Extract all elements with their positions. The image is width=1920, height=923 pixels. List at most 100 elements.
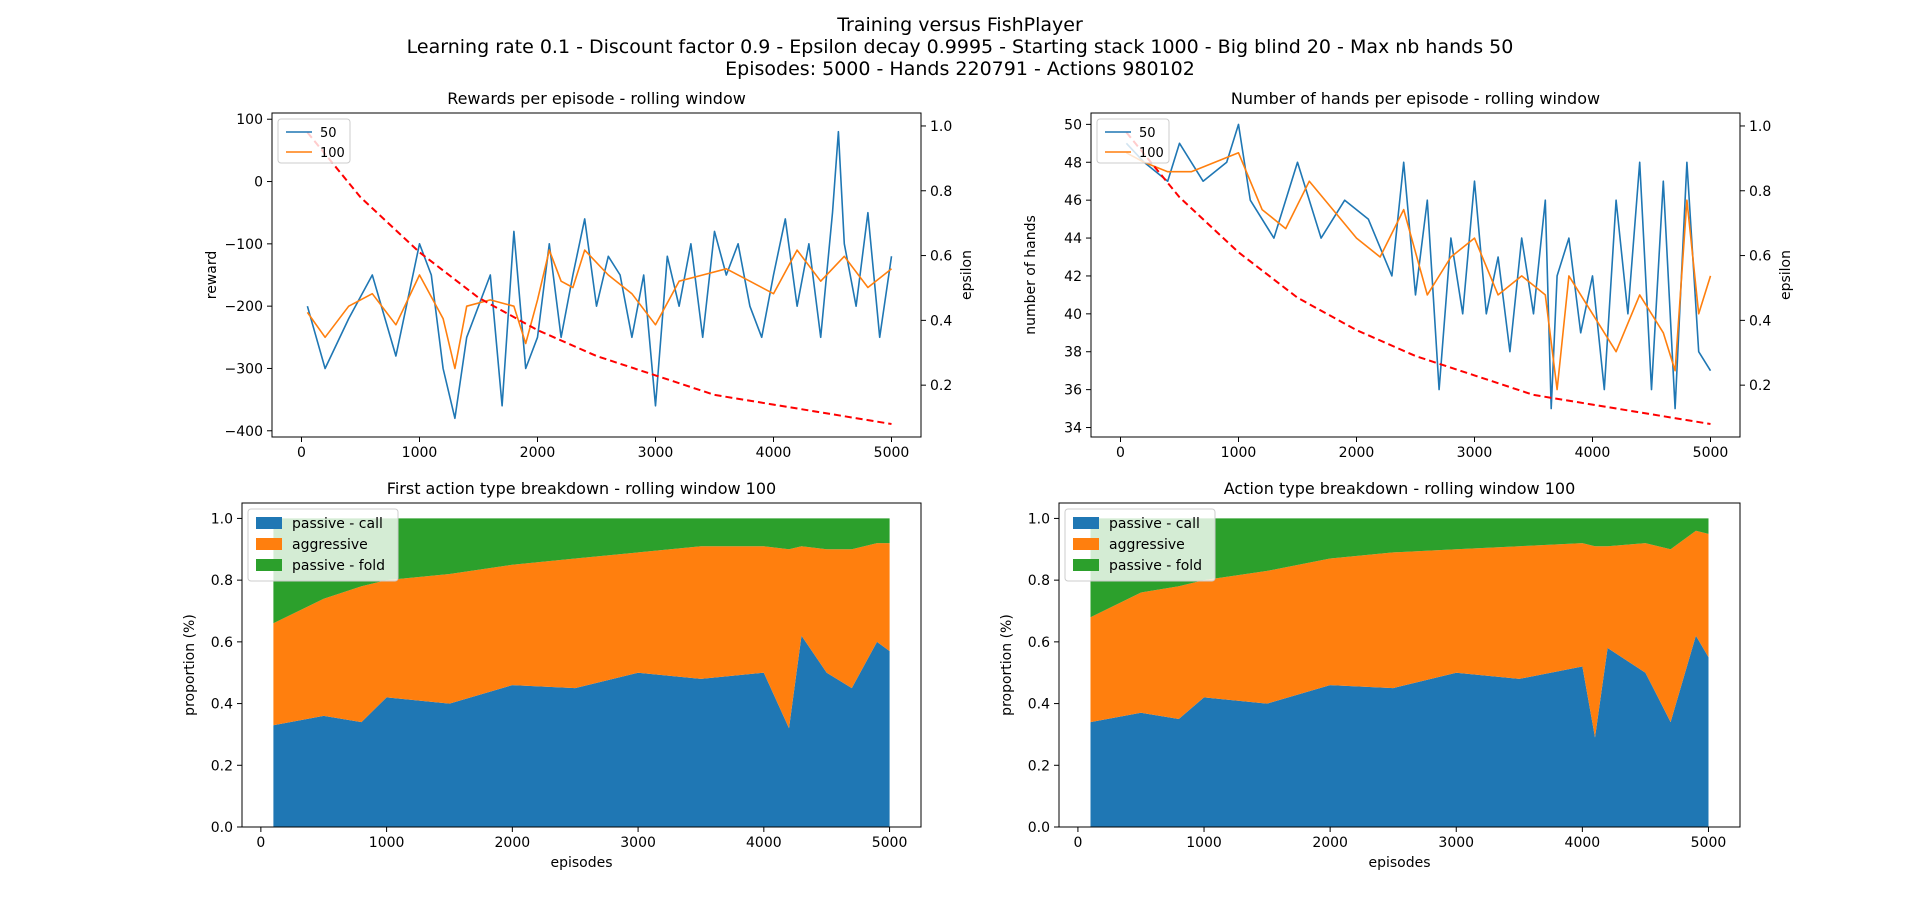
y-tick-label: 0.0 xyxy=(211,820,233,836)
y-tick-label: −400 xyxy=(225,424,263,440)
y2-tick-label: 0.2 xyxy=(1749,378,1771,394)
y-tick-label: 50 xyxy=(1064,117,1082,133)
x-tick-label: 5000 xyxy=(872,835,908,851)
legend-entry: passive - fold xyxy=(1109,558,1202,574)
axes-frame xyxy=(1090,112,1741,438)
figure-title-line-3: Episodes: 5000 - Hands 220791 - Actions … xyxy=(725,58,1195,80)
x-tick-label: 4000 xyxy=(1565,835,1601,851)
legend-entry: 50 xyxy=(1139,126,1156,141)
x-tick-label: 2000 xyxy=(520,445,556,461)
y-tick-label: 0.0 xyxy=(1028,820,1050,836)
series-line-epsilon xyxy=(1125,131,1711,425)
x-tick-label: 1000 xyxy=(1221,445,1257,461)
series-line-100 xyxy=(306,249,892,370)
y-tick-label: 36 xyxy=(1064,383,1082,399)
x-tick-label: 0 xyxy=(297,445,306,461)
x-axis-label: episodes xyxy=(1368,855,1430,871)
chart-title: First action type breakdown - rolling wi… xyxy=(387,479,776,498)
series-line-100 xyxy=(1126,152,1712,391)
legend-entry: aggressive xyxy=(1109,537,1185,553)
x-axis-label: episodes xyxy=(550,855,612,871)
legend: passive - call aggressive passive - fold xyxy=(1064,508,1216,582)
x-tick-label: 4000 xyxy=(746,835,782,851)
y2-axis-label: epsilon xyxy=(1778,250,1794,300)
legend-swatch xyxy=(256,517,282,529)
area-aggressive xyxy=(1090,530,1709,738)
y-axis-label: reward xyxy=(204,251,220,300)
y-tick-label: 34 xyxy=(1064,421,1082,437)
legend-swatch xyxy=(1073,538,1099,550)
figure-title-line-2: Learning rate 0.1 - Discount factor 0.9 … xyxy=(406,36,1514,58)
plot-area-hands xyxy=(1125,123,1712,425)
legend-entry: 100 xyxy=(320,146,345,161)
plot-area-rewards xyxy=(306,130,893,425)
x-tick-label: 5000 xyxy=(1693,445,1729,461)
y2-axis-label: epsilon xyxy=(959,250,975,300)
y-axis-label: proportion (%) xyxy=(999,614,1015,716)
y-tick-label: 0 xyxy=(254,175,263,191)
y-tick-label: 0.2 xyxy=(211,758,233,774)
figure-title-line-1: Training versus FishPlayer xyxy=(837,14,1083,36)
x-tick-label: 2000 xyxy=(495,835,531,851)
legend-entry: 50 xyxy=(320,126,337,141)
y2-tick-label: 0.4 xyxy=(930,313,952,329)
x-tick-label: 2000 xyxy=(1312,835,1348,851)
area-passive-fold xyxy=(273,518,890,624)
legend-swatch xyxy=(256,559,282,571)
x-tick-label: 4000 xyxy=(756,445,792,461)
x-tick-label: 0 xyxy=(256,835,265,851)
area-passive-call xyxy=(273,635,890,827)
series-line-50 xyxy=(306,130,893,420)
y2-tick-label: 0.8 xyxy=(1749,184,1771,200)
x-tick-label: 1000 xyxy=(402,445,438,461)
legend: passive - call aggressive passive - fold xyxy=(247,508,399,582)
y-tick-label: 0.6 xyxy=(211,635,233,651)
y-tick-label: 46 xyxy=(1064,193,1082,209)
y-tick-label: 0.4 xyxy=(211,697,233,713)
y2-tick-label: 1.0 xyxy=(930,119,952,135)
y-tick-label: 0.8 xyxy=(1028,573,1050,589)
y-tick-label: −200 xyxy=(225,299,263,315)
chart-title: Rewards per episode - rolling window xyxy=(447,89,746,108)
y-tick-label: −300 xyxy=(225,361,263,377)
y-tick-label: 0.6 xyxy=(1028,635,1050,651)
chart-rewards: 0 1000 2000 3000 4000 5000 −400 −300 −200 −100 0 10… xyxy=(204,89,975,461)
legend-entry: 100 xyxy=(1139,146,1164,161)
axes-frame xyxy=(241,502,922,828)
series-line-50 xyxy=(1125,123,1712,410)
chart-action: 0 1000 2000 3000 4000 5000 0.0 0.2 0.4 0.6 0.8 1.0 A… xyxy=(999,479,1741,871)
y-tick-label: 40 xyxy=(1064,307,1082,323)
legend-entry: passive - fold xyxy=(292,558,385,574)
y-axis-label: proportion (%) xyxy=(182,614,198,716)
y-tick-label: 1.0 xyxy=(1028,511,1050,527)
chart-title: Number of hands per episode - rolling wi… xyxy=(1231,89,1600,108)
chart-title: Action type breakdown - rolling window 1… xyxy=(1224,479,1576,498)
y-axis-label: number of hands xyxy=(1023,215,1039,335)
legend-box xyxy=(247,508,399,582)
area-aggressive xyxy=(273,543,890,729)
y2-tick-label: 0.8 xyxy=(930,184,952,200)
x-tick-label: 3000 xyxy=(620,835,656,851)
x-tick-label: 4000 xyxy=(1575,445,1611,461)
x-tick-label: 1000 xyxy=(1186,835,1222,851)
area-passive-call xyxy=(1090,635,1709,827)
plot-area-action xyxy=(1090,518,1709,827)
legend-box xyxy=(1064,508,1216,582)
x-tick-label: 3000 xyxy=(1457,445,1493,461)
legend-swatch xyxy=(1073,517,1099,529)
y2-tick-label: 0.2 xyxy=(930,378,952,394)
axes-frame xyxy=(271,112,922,438)
plot-area-first_action xyxy=(273,518,890,827)
y-tick-label: 0.4 xyxy=(1028,697,1050,713)
legend-entry: passive - call xyxy=(1109,516,1200,532)
x-tick-label: 2000 xyxy=(1339,445,1375,461)
y2-tick-label: 1.0 xyxy=(1749,119,1771,135)
x-tick-label: 0 xyxy=(1073,835,1082,851)
y2-tick-label: 0.4 xyxy=(1749,313,1771,329)
legend-swatch xyxy=(256,538,282,550)
y-tick-label: −100 xyxy=(225,237,263,253)
figure-title: Training versus FishPlayer Learning rate… xyxy=(0,14,1920,80)
